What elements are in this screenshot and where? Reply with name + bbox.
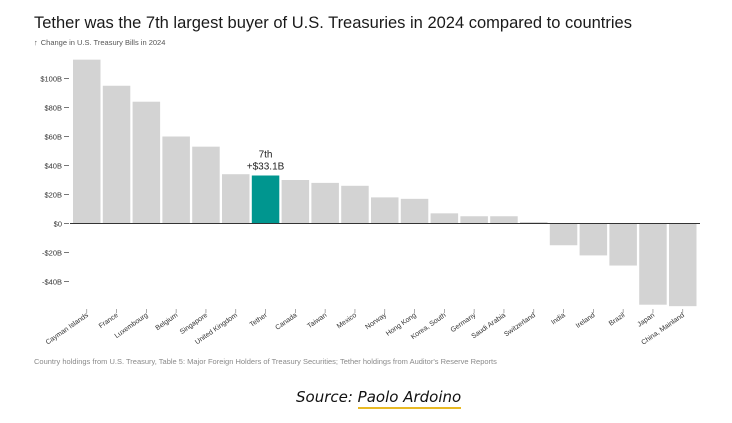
bar-singapore[interactable] [192, 146, 220, 224]
x-tick-label: Taiwan [306, 312, 328, 330]
bar-taiwan[interactable] [311, 182, 339, 224]
x-tick-label: Norway [364, 312, 388, 332]
bar-luxembourg[interactable] [132, 101, 161, 224]
y-tick-label: $40B [44, 162, 62, 171]
x-tick-label: Germany [450, 312, 478, 335]
bar-belgium[interactable] [162, 136, 190, 224]
y-tick-label: -$40B [42, 278, 62, 287]
source-credit: Source: Paolo Ardoino [296, 388, 462, 409]
footnote: Country holdings from U.S. Treasury, Tab… [34, 357, 497, 366]
y-tick-label: $80B [44, 104, 62, 113]
x-tick-label: France [98, 312, 120, 330]
x-tick-label: Tether [249, 312, 269, 329]
bar-canada[interactable] [281, 180, 310, 224]
bar-hong-kong[interactable] [400, 198, 429, 224]
y-tick-label: $100B [40, 75, 62, 84]
x-tick-label: Belgium [155, 312, 180, 332]
bar-india[interactable] [549, 223, 578, 246]
bar-norway[interactable] [371, 197, 399, 224]
bar-france[interactable] [102, 85, 131, 224]
bar-switzerland[interactable] [520, 222, 548, 224]
x-tick-label: Ireland [575, 312, 597, 330]
x-tick-label: Cayman Islands [45, 312, 91, 347]
source-prefix: Source: [296, 388, 358, 406]
bar-tether[interactable] [251, 175, 280, 224]
subtitle-text: Change in U.S. Treasury Bills in 2024 [40, 38, 166, 47]
bar-ireland[interactable] [579, 223, 608, 256]
source-author[interactable]: Paolo Ardoino [357, 388, 462, 409]
x-tick-label: Japan [636, 312, 656, 329]
x-tick-label: India [550, 312, 567, 327]
bar-korea-south[interactable] [430, 213, 459, 224]
x-tick-label: Brazil [608, 312, 627, 328]
chart-title: Tether was the 7th largest buyer of U.S.… [34, 14, 632, 32]
y-tick-label: $60B [44, 133, 62, 142]
bar-japan[interactable] [639, 223, 667, 305]
chart-subtitle: ↑ Change in U.S. Treasury Bills in 2024 [34, 38, 165, 47]
bar-united-kingdom[interactable] [222, 174, 250, 224]
x-tick-label: Mexico [336, 312, 358, 331]
bar-brazil[interactable] [609, 223, 637, 266]
x-tick-label: Switzerland [503, 312, 537, 339]
annotation-value: +$33.1B [247, 162, 285, 173]
bar-chart: -$40B -$20B $0 $20B $40B $60B $80B $100B Cayman … [40, 59, 700, 347]
x-tick-label: Luxembourg [114, 312, 150, 340]
bar-cayman-islands[interactable] [73, 59, 101, 224]
annotation-rank: 7th [259, 150, 273, 161]
y-tick-label: $0 [54, 220, 62, 229]
bar-saudi-arabia[interactable] [490, 216, 518, 224]
bar-china-mainland[interactable] [669, 223, 697, 307]
y-tick-label: -$20B [42, 249, 62, 258]
bar-mexico[interactable] [341, 185, 369, 224]
x-tick-label: Canada [274, 312, 298, 332]
bar-germany[interactable] [460, 216, 488, 224]
up-arrow-icon: ↑ [34, 38, 38, 47]
y-tick-label: $20B [44, 191, 62, 200]
